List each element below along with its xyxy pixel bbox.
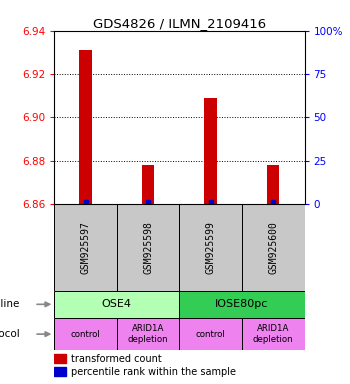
Text: protocol: protocol (0, 329, 20, 339)
Text: ARID1A
depletion: ARID1A depletion (128, 324, 168, 344)
Text: percentile rank within the sample: percentile rank within the sample (70, 367, 236, 377)
Bar (242, 318, 304, 350)
Bar (179, 318, 242, 350)
Bar (54, 367, 65, 376)
Title: GDS4826 / ILMN_2109416: GDS4826 / ILMN_2109416 (93, 17, 266, 30)
Text: GSM925597: GSM925597 (80, 221, 91, 274)
Bar (54, 354, 65, 363)
Bar (267, 165, 279, 204)
Text: GSM925599: GSM925599 (206, 221, 216, 274)
Bar (54, 291, 179, 318)
Bar (204, 98, 217, 204)
Bar (242, 204, 304, 291)
Bar (179, 204, 242, 291)
Bar (179, 291, 304, 318)
Text: cell line: cell line (0, 299, 20, 310)
Bar (117, 318, 179, 350)
Bar (54, 318, 117, 350)
Text: GSM925598: GSM925598 (143, 221, 153, 274)
Text: control: control (196, 329, 225, 339)
Text: OSE4: OSE4 (102, 299, 132, 310)
Bar (117, 204, 179, 291)
Text: control: control (71, 329, 100, 339)
Text: GSM925600: GSM925600 (268, 221, 278, 274)
Bar (79, 50, 92, 204)
Text: transformed count: transformed count (70, 354, 161, 364)
Text: IOSE80pc: IOSE80pc (215, 299, 269, 310)
Bar (54, 204, 117, 291)
Text: ARID1A
depletion: ARID1A depletion (253, 324, 294, 344)
Bar (142, 165, 154, 204)
